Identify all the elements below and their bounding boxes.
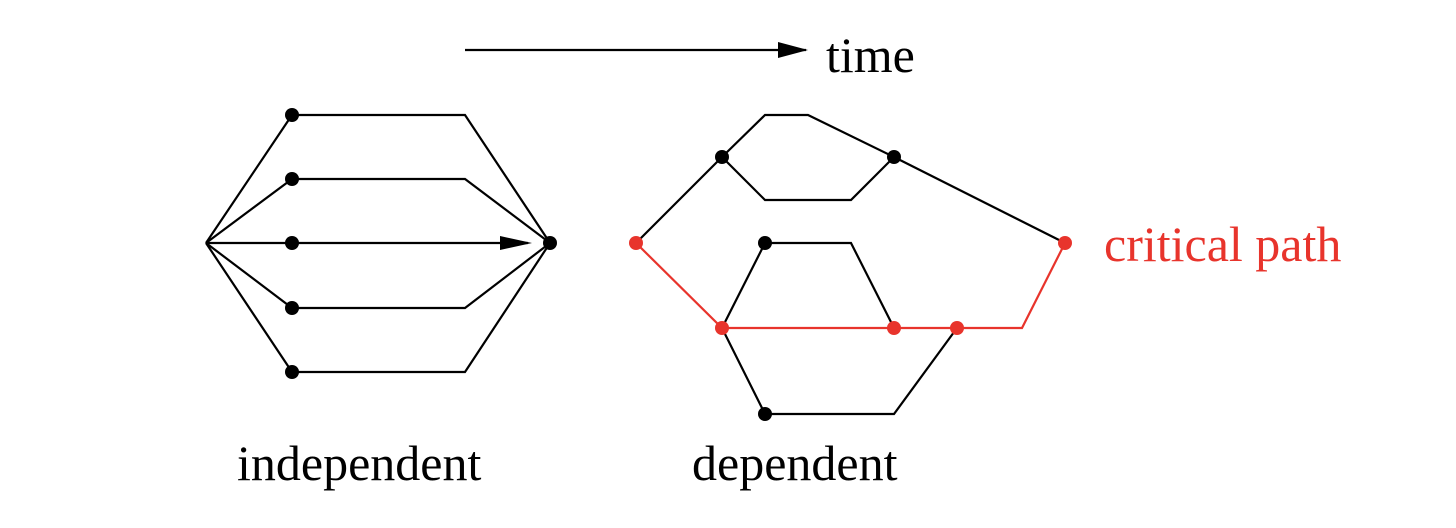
independent-node: [285, 236, 299, 250]
dependent-label: dependent: [692, 435, 898, 491]
independent-path-1: [205, 113, 551, 244]
dependent-node: [758, 236, 772, 250]
independent-path-5: [205, 242, 551, 374]
critical-path-line: [635, 242, 1066, 330]
dependent-edge: [721, 327, 958, 416]
critical-node: [715, 321, 729, 335]
critical-node: [1058, 236, 1072, 250]
independent-end-node: [543, 236, 557, 250]
independent-node: [285, 365, 299, 379]
critical-node: [950, 321, 964, 335]
independent-node: [285, 108, 299, 122]
critical-path-label: critical path: [1104, 216, 1341, 272]
independent-graph: independent: [205, 108, 557, 491]
dependent-node: [715, 150, 729, 164]
dependent-edge: [721, 241, 895, 329]
independent-path-4: [205, 242, 551, 310]
dependent-edge: [721, 156, 895, 202]
time-arrow-head: [778, 42, 808, 58]
dependent-edge: [893, 156, 1066, 244]
independent-node: [285, 301, 299, 315]
independent-path-3-arrowhead: [500, 236, 532, 250]
time-axis: time: [465, 27, 915, 83]
dependent-edge: [721, 113, 895, 158]
critical-node: [887, 321, 901, 335]
dependent-node: [887, 150, 901, 164]
dependent-graph: critical path dependent: [629, 113, 1341, 491]
time-label: time: [826, 27, 915, 83]
independent-label: independent: [237, 435, 481, 491]
critical-node: [629, 236, 643, 250]
dependent-node: [758, 407, 772, 421]
independent-node: [285, 172, 299, 186]
dependent-edge: [635, 156, 723, 244]
independent-path-2: [205, 177, 551, 244]
